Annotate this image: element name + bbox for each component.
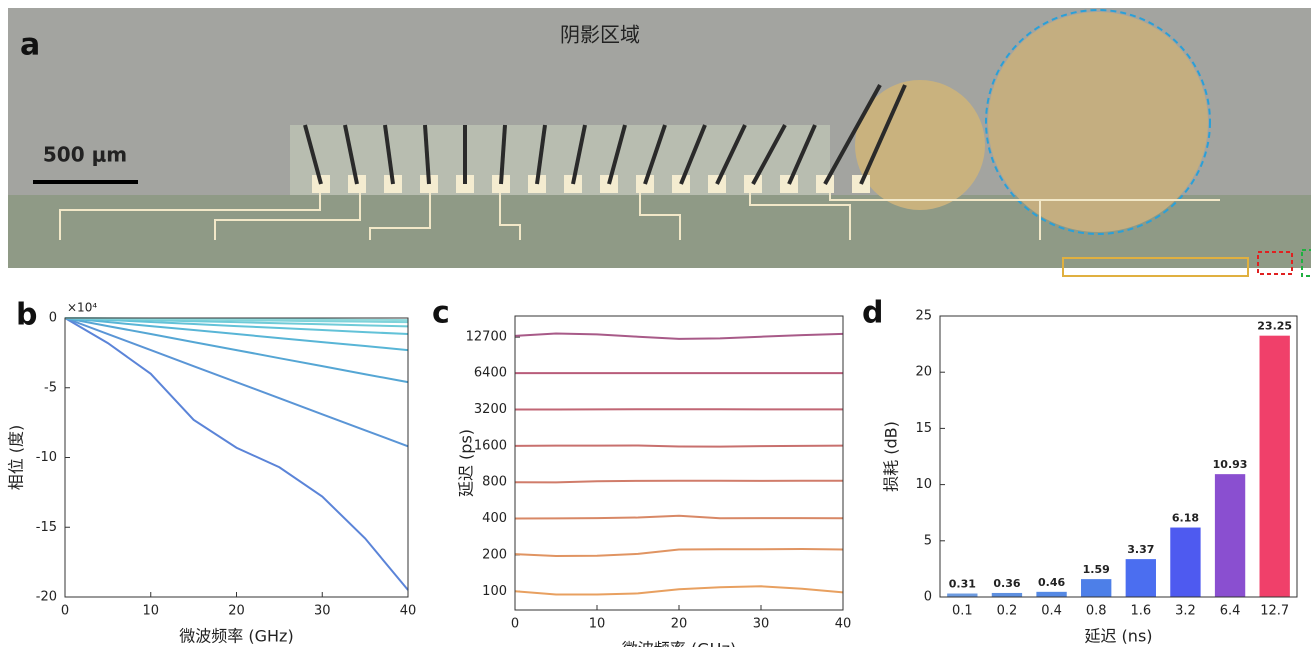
- x-tick-label: 12.7: [1260, 604, 1289, 619]
- y-axis-label: 延迟 (ps): [457, 429, 476, 497]
- x-tick-label: 0: [61, 604, 69, 619]
- x-tick-label: 30: [314, 604, 331, 619]
- value-label: 0.31: [949, 578, 976, 591]
- value-label: 0.36: [993, 577, 1020, 590]
- series-line: [514, 479, 843, 484]
- series-line: [514, 444, 844, 448]
- y-tick-label: 200: [482, 547, 507, 562]
- series-line: [64, 317, 409, 384]
- highlight-rect: [1062, 257, 1249, 277]
- bar: [1259, 335, 1290, 597]
- x-tick-label: 0.1: [952, 604, 973, 619]
- bar: [1081, 579, 1112, 597]
- series-line: [514, 547, 844, 557]
- panel-label: b: [16, 298, 37, 333]
- y-tick-label: 5: [924, 533, 932, 548]
- y-tick-label: 15: [915, 421, 932, 436]
- y-tick-label: 0: [924, 590, 932, 605]
- series-line: [514, 332, 844, 340]
- x-tick-label: 10: [142, 604, 159, 619]
- plot-frame: [939, 315, 1298, 598]
- annotation: 阴影区域: [560, 23, 640, 47]
- value-label: 6.18: [1172, 512, 1199, 525]
- y-tick-label: 6400: [474, 366, 507, 381]
- scale-bar-label: 500 μm: [43, 143, 127, 167]
- x-axis-label: 微波频率 (GHz): [622, 640, 736, 647]
- plot-frame: [514, 315, 844, 611]
- panel-label: c: [432, 296, 450, 331]
- bar: [1125, 559, 1156, 597]
- highlight-rect: [1301, 249, 1311, 277]
- x-axis-label: 微波频率 (GHz): [179, 627, 293, 646]
- panel-label: d: [862, 296, 883, 331]
- y-axis-label: 损耗 (dB): [882, 421, 901, 492]
- plot-frame: [64, 317, 409, 598]
- x-tick-label: 10: [589, 617, 606, 632]
- y-axis-label: 相位 (度): [7, 425, 26, 491]
- y-tick-label: 25: [915, 309, 932, 324]
- series-line: [514, 514, 844, 520]
- x-tick-label: 0.4: [1041, 604, 1062, 619]
- y-tick-label: 1600: [474, 438, 507, 453]
- y-tick-label: -20: [36, 590, 57, 605]
- series-line: [64, 317, 409, 448]
- bar: [947, 593, 978, 597]
- highlight-rect: [1257, 251, 1293, 275]
- value-label: 0.46: [1038, 576, 1065, 589]
- x-tick-label: 0: [511, 617, 519, 632]
- y-tick-label: 100: [482, 584, 507, 599]
- y-tick-label: 20: [915, 365, 932, 380]
- coil: [855, 80, 985, 210]
- bar: [1036, 591, 1067, 597]
- x-tick-label: 40: [835, 617, 852, 632]
- micrograph: a 阴影区域 500 μm: [8, 8, 1311, 277]
- y-tick-label: 12700: [466, 330, 507, 345]
- y-exponent-label: ×10⁴: [67, 301, 97, 315]
- x-tick-label: 20: [228, 604, 245, 619]
- x-tick-label: 0.2: [997, 604, 1018, 619]
- bar: [1214, 474, 1246, 597]
- value-label: 1.59: [1083, 563, 1110, 576]
- y-tick-label: 800: [482, 475, 507, 490]
- x-axis-label: 延迟 (ns): [1084, 627, 1152, 646]
- series-line: [64, 317, 409, 336]
- series-line: [64, 317, 409, 352]
- value-label: 3.37: [1127, 543, 1154, 556]
- x-tick-label: 6.4: [1220, 604, 1241, 619]
- x-tick-label: 30: [753, 617, 770, 632]
- traces: [59, 185, 1220, 240]
- value-label: 23.25: [1257, 320, 1292, 333]
- value-label: 10.93: [1213, 458, 1248, 471]
- bar: [991, 592, 1023, 597]
- x-tick-label: 20: [671, 617, 688, 632]
- y-tick-label: -10: [36, 450, 57, 465]
- y-tick-label: 400: [482, 511, 507, 526]
- series-line: [514, 585, 844, 596]
- x-tick-label: 0.8: [1086, 604, 1107, 619]
- coil: [988, 12, 1208, 232]
- y-tick-label: -15: [36, 520, 57, 535]
- x-tick-label: 40: [400, 604, 417, 619]
- highlight-circle: [985, 9, 1211, 235]
- pads: [303, 84, 907, 193]
- bar: [1170, 527, 1201, 597]
- x-tick-label: 1.6: [1130, 604, 1151, 619]
- y-tick-label: 3200: [474, 402, 507, 417]
- panel-label: a: [20, 28, 40, 63]
- y-tick-label: -5: [44, 380, 57, 395]
- x-tick-label: 3.2: [1175, 604, 1196, 619]
- y-tick-label: 0: [49, 311, 57, 326]
- series-line: [64, 317, 409, 591]
- y-tick-label: 10: [915, 477, 932, 492]
